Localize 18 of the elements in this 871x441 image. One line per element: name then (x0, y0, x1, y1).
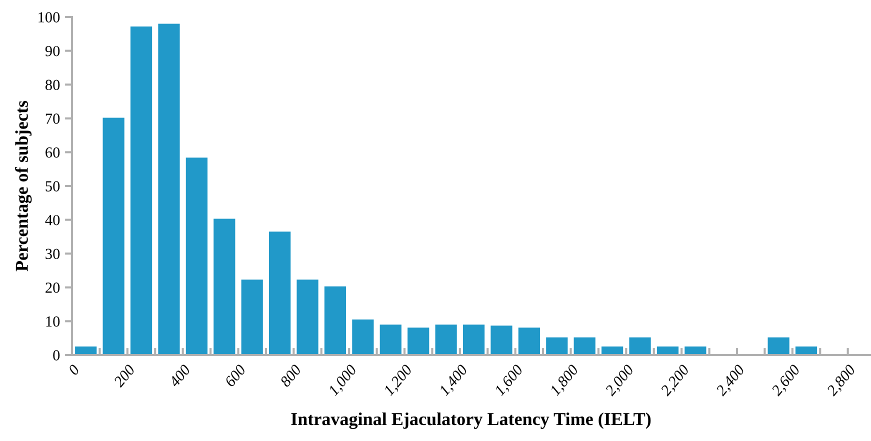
y-tick-label: 40 (45, 214, 60, 226)
x-tick-label: 200 (113, 364, 136, 388)
y-tick-label: 60 (46, 147, 60, 158)
x-tick-label: 600 (224, 364, 246, 388)
y-tick-label: 10 (46, 316, 60, 327)
y-tick-label: 0 (53, 350, 60, 360)
y-axis-title: Percentage of subjects (15, 100, 32, 272)
y-tick-label: 100 (38, 12, 60, 22)
x-tick-label: 0 (68, 364, 80, 376)
y-tick-label: 80 (46, 80, 60, 90)
x-tick-label: 800 (279, 364, 302, 388)
y-tick-label: 70 (46, 114, 60, 124)
y-tick-label: 20 (46, 282, 60, 293)
y-tick-label: 50 (46, 181, 60, 192)
x-tick-label: 400 (168, 364, 191, 388)
y-tick-label: 90 (45, 46, 60, 56)
x-axis-title: Intravaginal Ejaculatory Latency Time (IELT) (291, 412, 651, 429)
y-tick-label: 30 (46, 248, 60, 260)
